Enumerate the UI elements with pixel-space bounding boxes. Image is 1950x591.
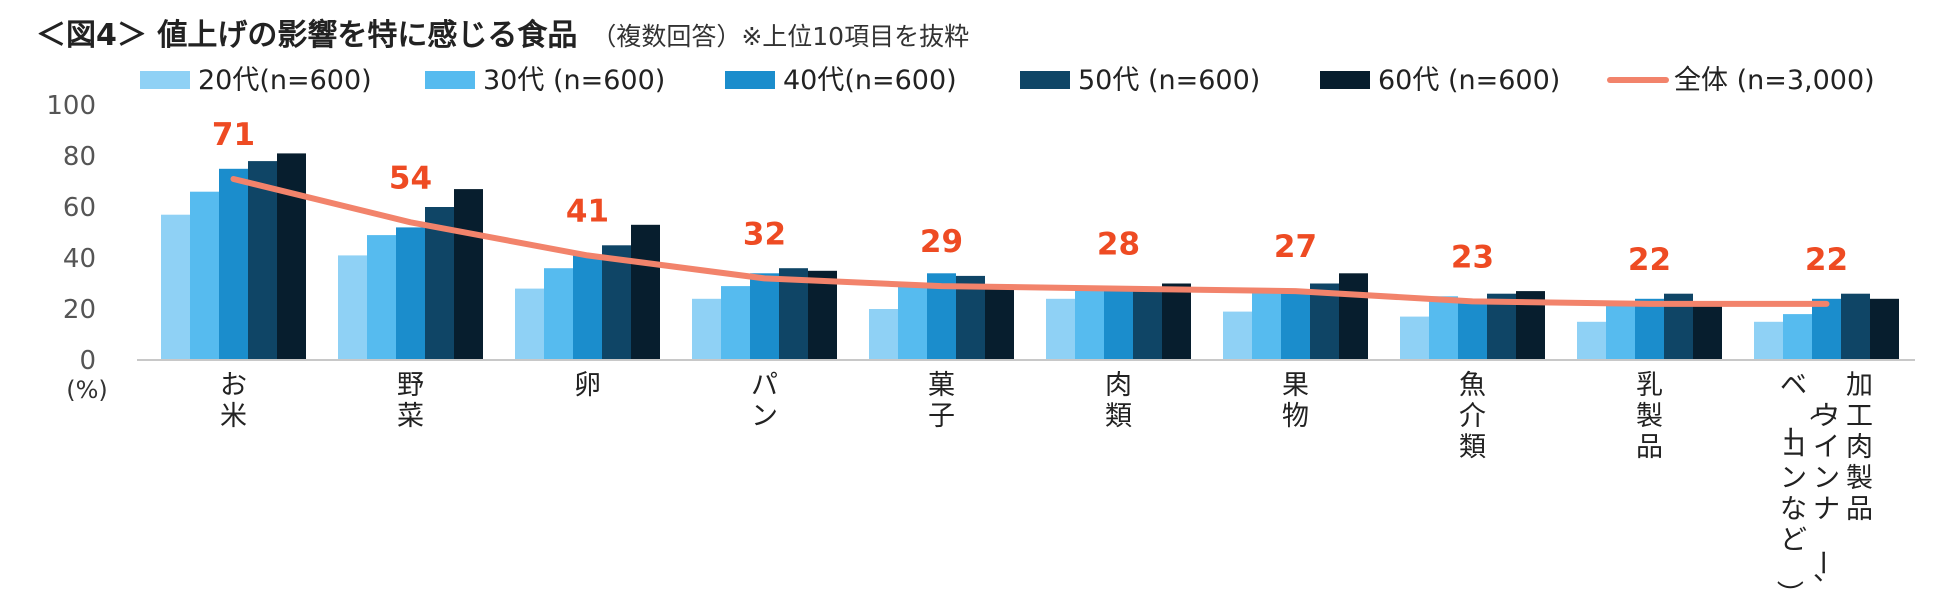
- x-tick-label: 加工肉製品（ウインナー、ベーコンなど）: [1773, 370, 1873, 591]
- bar: [779, 268, 808, 360]
- data-label: 71: [212, 117, 255, 153]
- bar: [721, 286, 750, 360]
- bar: [573, 255, 602, 360]
- y-unit-label: (%): [66, 376, 108, 404]
- bar: [1252, 291, 1281, 360]
- bar: [750, 273, 779, 360]
- y-tick-label: 60: [63, 193, 96, 223]
- bar: [1841, 293, 1870, 360]
- x-tick-label: 魚介類: [1459, 370, 1486, 463]
- bar: [1223, 311, 1252, 360]
- bar: [1754, 321, 1783, 361]
- legend-label: 全体 (n=3,000): [1674, 65, 1875, 96]
- x-tick-label: 果物: [1282, 370, 1309, 432]
- legend-swatch: [425, 71, 475, 89]
- bar: [1046, 298, 1075, 360]
- y-tick-label: 0: [79, 346, 96, 376]
- total-line: [230, 176, 1830, 307]
- bar: [898, 286, 927, 360]
- legend-swatch: [140, 71, 190, 89]
- bar: [1133, 288, 1162, 360]
- data-label: 28: [1097, 227, 1140, 263]
- x-axis: お米 野菜 卵 パン 菓子 肉類 果物 魚介類 乳製品 加工肉製品（ウインナー、ベーコンなど）: [137, 359, 1915, 591]
- legend-label: 50代 (n=600): [1078, 65, 1260, 96]
- data-label: 23: [1451, 239, 1494, 275]
- bar: [1281, 291, 1310, 360]
- bar: [544, 268, 573, 360]
- bar: [338, 255, 367, 360]
- x-tick-label: 卵: [574, 370, 601, 401]
- data-label: 54: [389, 160, 432, 196]
- x-tick-label: お米: [220, 370, 247, 432]
- x-tick-label: 菓子: [928, 370, 955, 432]
- data-label: 22: [1628, 242, 1671, 278]
- bar: [1635, 298, 1664, 360]
- chart-title-sub: （複数回答）※上位10項目を抜粋: [591, 22, 970, 51]
- bar: [1606, 303, 1635, 360]
- data-label: 29: [920, 224, 963, 260]
- x-tick-label: パン: [751, 370, 778, 432]
- legend-label: 60代 (n=600): [1378, 65, 1560, 96]
- bar: [1458, 298, 1487, 360]
- bar: [1400, 316, 1429, 360]
- x-tick-label: 肉類: [1105, 370, 1132, 432]
- data-label: 22: [1805, 242, 1848, 278]
- legend-label: 30代 (n=600): [483, 65, 665, 96]
- y-axis: 0 20 40 60 80 100: [46, 91, 96, 376]
- x-tick-label: 乳製品: [1636, 370, 1663, 463]
- legend-label: 20代(n=600): [198, 65, 372, 96]
- bar: [631, 224, 660, 360]
- bar: [1162, 283, 1191, 360]
- chart-title-main: ＜図4＞ 値上げの影響を特に感じる食品: [36, 18, 578, 53]
- data-label: 41: [566, 193, 609, 229]
- x-tick-label: 野菜: [397, 370, 424, 432]
- legend-swatch: [725, 71, 775, 89]
- bar: [1429, 296, 1458, 361]
- bar: [1339, 273, 1368, 360]
- chart-title: ＜図4＞ 値上げの影響を特に感じる食品 （複数回答）※上位10項目を抜粋: [36, 10, 969, 54]
- bar: [1812, 298, 1841, 360]
- bar: [1693, 303, 1722, 360]
- bar: [515, 288, 544, 360]
- bar: [985, 288, 1014, 360]
- legend: 20代(n=600) 30代 (n=600) 40代(n=600) 50代 (n=60…: [140, 65, 1875, 96]
- y-tick-label: 80: [63, 142, 96, 172]
- bar: [248, 161, 277, 360]
- legend-label: 40代(n=600): [783, 65, 957, 96]
- bar: [1783, 314, 1812, 360]
- y-tick-label: 20: [63, 295, 96, 325]
- bar: [1577, 321, 1606, 361]
- bar: [1075, 286, 1104, 360]
- bar: [808, 270, 837, 361]
- bar: [1870, 298, 1899, 360]
- bar: [190, 191, 219, 360]
- bar: [367, 235, 396, 360]
- bar: [454, 189, 483, 360]
- legend-swatch: [1020, 71, 1070, 89]
- y-tick-label: 40: [63, 244, 96, 274]
- legend-swatch: [1320, 71, 1370, 89]
- data-label: 27: [1274, 229, 1317, 265]
- bar: [277, 153, 306, 360]
- total-series-line: [230, 176, 1830, 307]
- data-labels: 71 54 41 32 29 28 27 23 22 22: [212, 117, 1848, 278]
- bar: [396, 227, 425, 360]
- bar: [692, 298, 721, 360]
- bar: [219, 168, 248, 361]
- bar: [602, 245, 631, 361]
- bar: [956, 275, 985, 360]
- bar: [161, 214, 190, 360]
- data-label: 32: [743, 216, 786, 252]
- bar: [869, 309, 898, 360]
- bar: [1104, 288, 1133, 360]
- y-tick-label: 100: [46, 91, 96, 121]
